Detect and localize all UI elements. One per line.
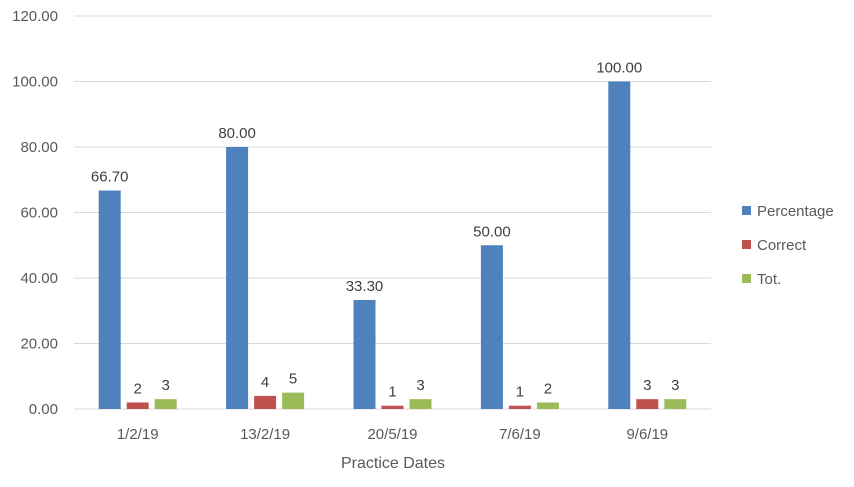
bar-percentage-2 xyxy=(353,299,376,409)
gridlines xyxy=(74,15,711,410)
data-label: 33.30 xyxy=(346,278,384,295)
y-tick-label: 0.00 xyxy=(29,401,58,418)
data-label: 2 xyxy=(544,380,552,397)
data-label: 4 xyxy=(261,374,269,391)
bar-percentage-3 xyxy=(480,245,503,409)
y-tick-label: 100.00 xyxy=(12,74,58,91)
data-label: 1 xyxy=(516,384,524,401)
data-label: 3 xyxy=(671,377,679,394)
x-tick-label: 13/2/19 xyxy=(240,426,290,443)
data-label: 3 xyxy=(416,377,424,394)
legend: Percentage Correct Tot. xyxy=(742,203,834,288)
bar-correct-4 xyxy=(636,399,659,409)
x-axis-ticks: 1/2/19 13/2/19 20/5/19 7/6/19 9/6/19 xyxy=(117,426,668,443)
data-label: 66.70 xyxy=(91,169,129,186)
y-tick-label: 20.00 xyxy=(20,336,58,353)
bar-correct-2 xyxy=(381,405,404,409)
data-label: 2 xyxy=(134,380,142,397)
bar-tot-2 xyxy=(409,399,432,409)
bar-tot-1 xyxy=(282,392,305,409)
legend-label: Tot. xyxy=(757,271,781,288)
y-tick-label: 60.00 xyxy=(20,205,58,222)
y-tick-label: 120.00 xyxy=(12,8,58,25)
bar-correct-0 xyxy=(126,402,149,409)
y-tick-label: 40.00 xyxy=(20,270,58,287)
data-label: 3 xyxy=(643,377,651,394)
legend-label: Percentage xyxy=(757,203,834,220)
data-label: 80.00 xyxy=(218,125,256,142)
bar-tot-4 xyxy=(664,399,687,409)
legend-label: Correct xyxy=(757,237,807,254)
data-labels: 66.70 2 3 80.00 4 5 33.30 1 3 50.00 1 2 100.00 3 3 xyxy=(91,60,680,401)
x-tick-label: 20/5/19 xyxy=(367,426,417,443)
bar-percentage-0 xyxy=(98,190,121,409)
legend-swatch xyxy=(742,240,751,249)
legend-swatch xyxy=(742,206,751,215)
data-label: 1 xyxy=(388,384,396,401)
data-label: 50.00 xyxy=(473,223,511,240)
data-label: 5 xyxy=(289,371,297,388)
bar-correct-1 xyxy=(254,395,277,409)
y-tick-label: 80.00 xyxy=(20,139,58,156)
data-label: 3 xyxy=(162,377,170,394)
bars xyxy=(98,81,687,409)
x-tick-label: 9/6/19 xyxy=(626,426,668,443)
bar-percentage-1 xyxy=(226,147,249,409)
legend-swatch xyxy=(742,274,751,283)
x-tick-label: 1/2/19 xyxy=(117,426,159,443)
bar-percentage-4 xyxy=(608,81,631,409)
bar-correct-3 xyxy=(508,405,531,409)
x-axis-title: Practice Dates xyxy=(341,455,445,472)
bar-tot-3 xyxy=(536,402,559,409)
bar-tot-0 xyxy=(154,399,177,409)
x-tick-label: 7/6/19 xyxy=(499,426,541,443)
y-axis-ticks: 0.00 20.00 40.00 60.00 80.00 100.00 120.00 xyxy=(12,8,58,418)
data-label: 100.00 xyxy=(596,60,642,77)
